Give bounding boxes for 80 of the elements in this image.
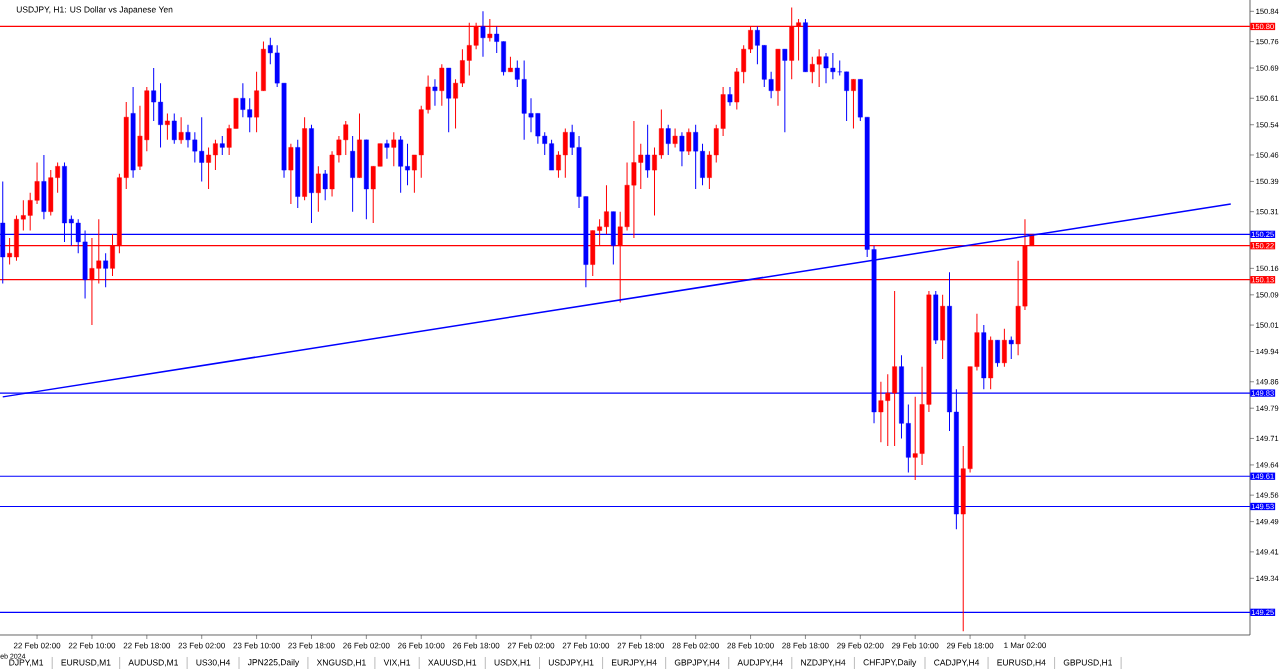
candlestick <box>480 10 486 58</box>
candlestick <box>816 48 822 88</box>
x-tick-label: 27 Feb 10:00 <box>562 642 610 649</box>
text: VIX,H1 <box>383 659 411 667</box>
x-tick-label: 23 Feb 10:00 <box>233 642 280 649</box>
candlestick <box>213 139 218 171</box>
x-tick-label: 28 Feb 02:00 <box>672 642 719 649</box>
text: AUDJPY,H4 <box>737 659 783 667</box>
text: CHFJPY,Daily <box>863 659 917 667</box>
x-tick-label: 29 Feb 18:00 <box>946 642 994 649</box>
x-tick-label: 22 Feb 10:00 <box>68 642 116 649</box>
x-tick-label: 23 Feb 18:00 <box>288 642 335 649</box>
candlestick <box>782 48 788 133</box>
text: USDJPY, H1: US Dollar vs Japanese Yen <box>16 6 173 15</box>
candlestick <box>439 63 445 107</box>
candlestick <box>178 116 184 145</box>
candlestick <box>837 59 843 77</box>
x-tick-label: 1 Mar 02:00 <box>1004 642 1046 649</box>
candlestick <box>384 139 390 160</box>
x-tick-label: 22 Feb 02:00 <box>13 642 61 649</box>
text: DJPY,M1 <box>9 659 44 667</box>
text: US30,H4 <box>196 659 231 667</box>
candlestick <box>665 124 671 156</box>
candlestick <box>34 162 40 205</box>
candlestick <box>453 78 458 130</box>
x-tick-label: 26 Feb 02:00 <box>343 642 390 649</box>
candlestick <box>20 199 26 232</box>
candlestick <box>995 339 1000 368</box>
x-tick-label: 29 Feb 10:00 <box>892 642 939 649</box>
text: XNGUSD,H1 <box>316 659 366 667</box>
candlestick <box>27 192 33 232</box>
candlestick <box>370 165 376 224</box>
candlestick <box>315 165 321 213</box>
text: EURUSD,H4 <box>997 659 1046 667</box>
candlestick <box>604 184 609 235</box>
candlestick <box>679 131 685 167</box>
x-tick-label: 26 Feb 18:00 <box>452 642 500 649</box>
text: XAUUSD,H1 <box>428 659 477 667</box>
candlestick <box>432 78 438 107</box>
text: USDJPY,H1 <box>548 659 594 667</box>
text: GBPUSD,H1 <box>1063 659 1113 667</box>
candlestick <box>165 112 170 141</box>
candlestick <box>377 143 383 167</box>
text: USDX,H1 <box>494 659 531 667</box>
text: NZDJPY,H4 <box>801 659 846 667</box>
x-tick-label: 26 Feb 10:00 <box>398 642 445 649</box>
candlestick <box>460 48 465 88</box>
candlestick <box>247 97 253 133</box>
candlestick <box>219 135 225 156</box>
candlestick <box>727 86 733 107</box>
candlestick <box>645 124 651 179</box>
text: CADJPY,H4 <box>934 659 980 667</box>
text: EURUSD,M1 <box>61 659 111 667</box>
x-tick-label: 23 Feb 02:00 <box>178 642 225 649</box>
candlestick <box>851 78 856 130</box>
x-tick-label: 28 Feb 10:00 <box>727 642 774 649</box>
candlestick <box>1001 328 1007 368</box>
text: EURJPY,H4 <box>611 659 657 667</box>
x-tick-label: 29 Feb 02:00 <box>837 642 884 649</box>
candlestick <box>171 112 177 145</box>
candlestick <box>672 128 678 148</box>
x-tick-label: 22 Feb 18:00 <box>123 642 171 649</box>
text: AUDUSD,M1 <box>128 659 179 667</box>
text: JPN225,Daily <box>247 659 300 667</box>
candlestick <box>103 252 109 288</box>
candlestick <box>240 82 246 118</box>
candlestick <box>809 56 815 84</box>
candlestick <box>686 128 692 156</box>
candlestick <box>288 143 294 205</box>
candlestick <box>185 124 191 148</box>
candlestick <box>1008 335 1014 360</box>
candlestick <box>391 131 397 167</box>
x-tick-label: 27 Feb 02:00 <box>507 642 555 649</box>
candlestick <box>844 71 849 122</box>
candlestick <box>322 169 328 201</box>
text: GBPJPY,H4 <box>674 659 720 667</box>
candlestick <box>652 146 657 216</box>
x-tick-label: 27 Feb 18:00 <box>617 642 665 649</box>
candlestick <box>206 146 211 190</box>
x-tick-label: 28 Feb 18:00 <box>782 642 829 649</box>
